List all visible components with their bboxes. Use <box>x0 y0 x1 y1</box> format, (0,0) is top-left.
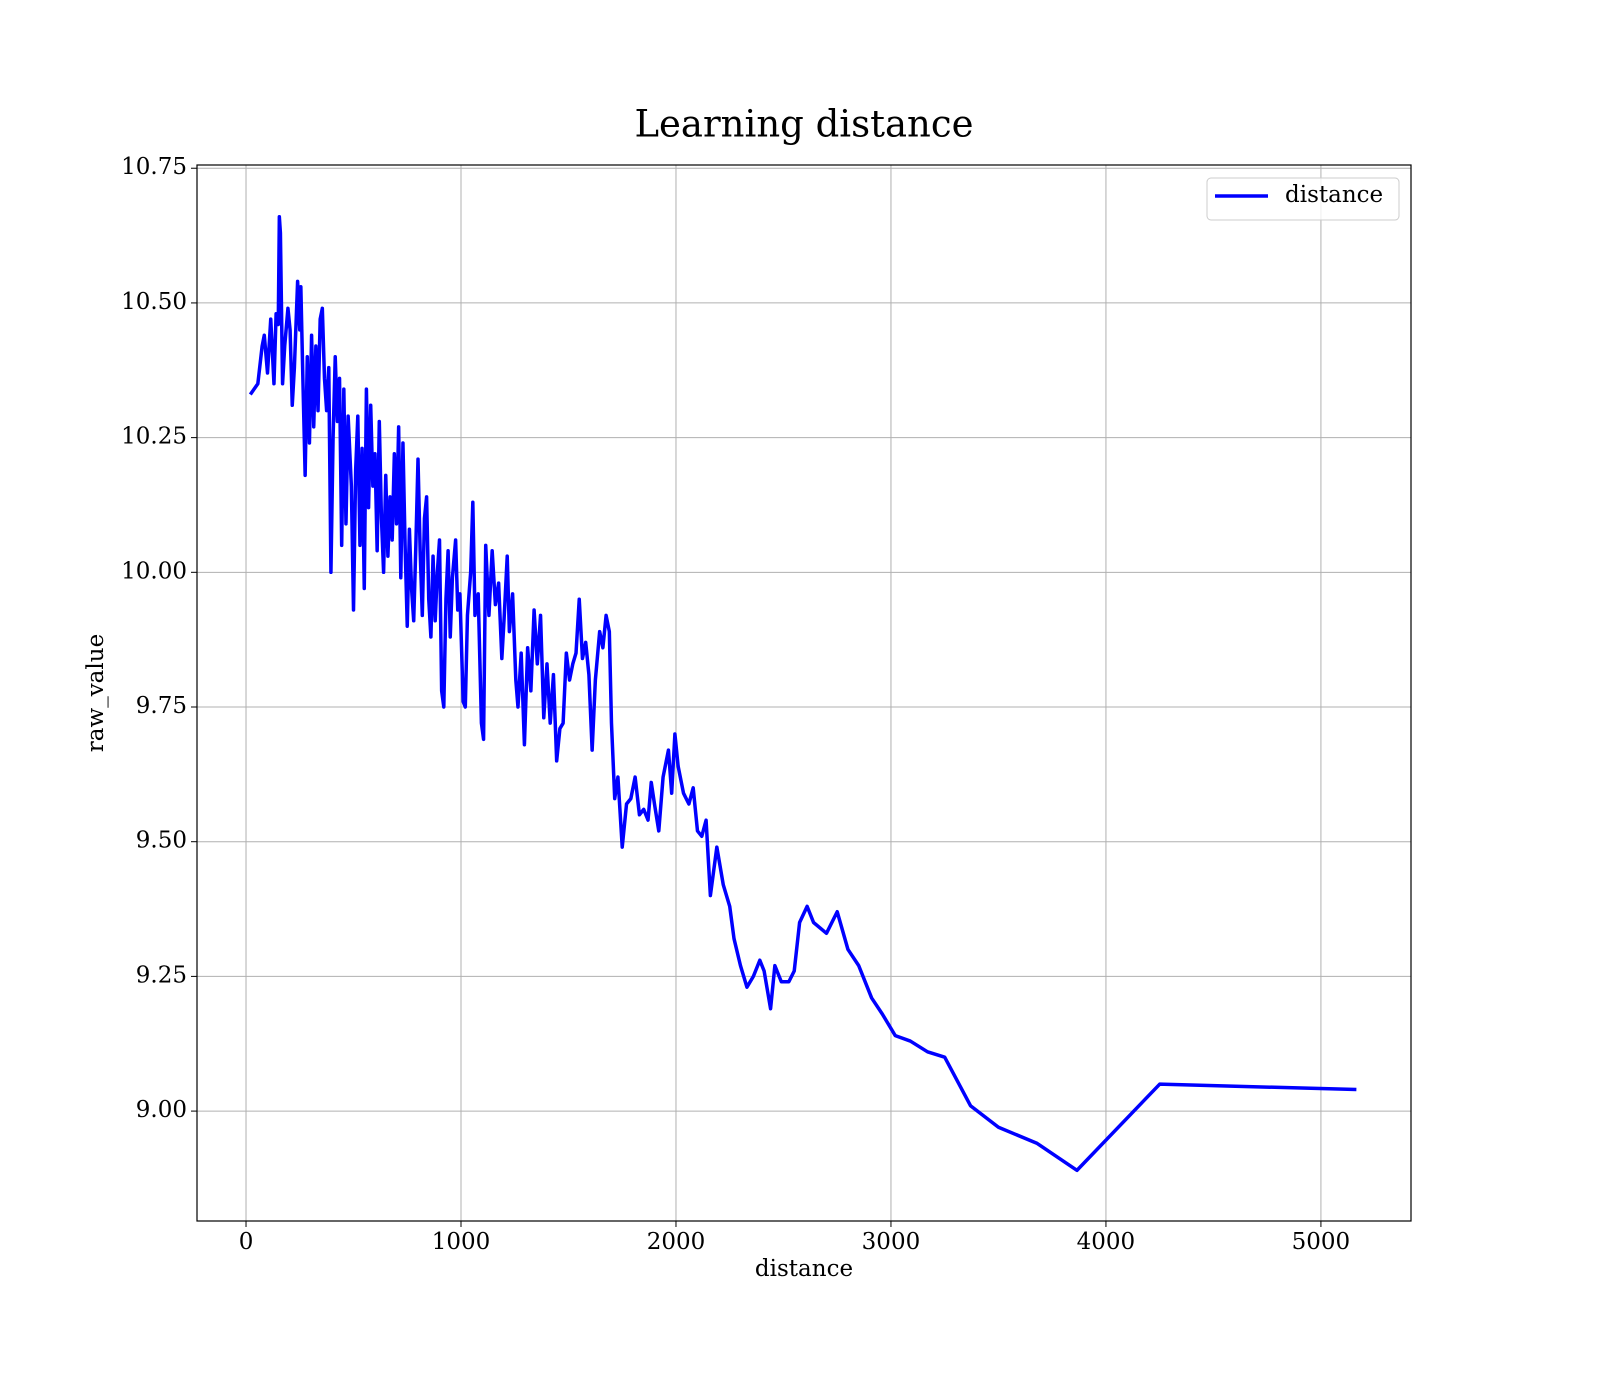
y-tick-label: 9.00 <box>136 1097 187 1123</box>
y-tick-label: 9.75 <box>136 693 187 719</box>
x-tick-label: 0 <box>239 1229 254 1255</box>
legend-box <box>1206 177 1400 221</box>
y-tick-label: 10.25 <box>121 424 187 450</box>
x-tick-label: 3000 <box>862 1229 921 1255</box>
legend-label: distance <box>1285 182 1383 208</box>
x-tick-label: 4000 <box>1077 1229 1136 1255</box>
x-tick-label: 1000 <box>432 1229 491 1255</box>
chart-title: Learning distance <box>634 103 973 146</box>
x-tick-label: 2000 <box>647 1229 706 1255</box>
y-tick-label: 10.50 <box>121 289 187 315</box>
y-tick-label: 9.50 <box>136 828 187 854</box>
x-axis-label: distance <box>755 1256 853 1282</box>
x-tick-label: 5000 <box>1292 1229 1351 1255</box>
y-axis-label: raw_value <box>83 634 109 752</box>
y-tick-label: 10.00 <box>121 558 187 584</box>
y-tick-label: 9.25 <box>136 962 187 988</box>
y-tick-label: 10.75 <box>121 154 187 180</box>
data-line <box>248 214 1357 1173</box>
plot-frame <box>196 164 1412 1222</box>
